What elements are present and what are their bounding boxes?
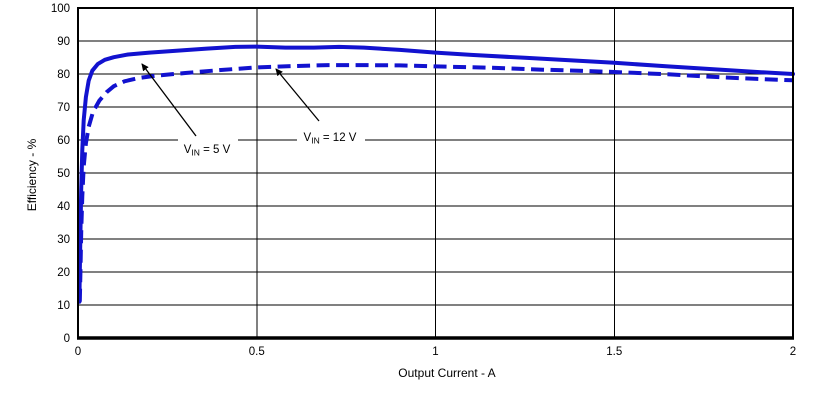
annotation-label: VIN = 5 V — [184, 144, 231, 158]
x-tick-label: 0 — [75, 346, 81, 358]
x-tick-label: 1 — [432, 346, 438, 358]
y-tick-label: 0 — [64, 333, 70, 345]
annotation-label: VIN = 12 V — [304, 132, 357, 146]
y-tick-label: 90 — [57, 36, 70, 48]
y-tick-label: 10 — [57, 300, 70, 312]
x-tick-label: 0.5 — [249, 346, 265, 358]
y-tick-label: 20 — [57, 267, 70, 279]
x-tick-label: 2 — [790, 346, 796, 358]
y-tick-label: 50 — [57, 168, 70, 180]
y-tick-label: 60 — [57, 135, 70, 147]
y-axis-title: Efficiency - % — [25, 138, 39, 211]
annotation-label-box-vin-5v — [178, 139, 238, 157]
x-axis-ticks: 0 0.5 1 1.5 2 — [75, 346, 796, 358]
x-axis-title: Output Current - A — [398, 366, 495, 380]
plot-border — [77, 7, 794, 340]
x-tick-label: 1.5 — [606, 346, 622, 358]
annotation-label-box-vin-12v — [297, 127, 365, 145]
y-tick-label: 40 — [57, 201, 70, 213]
annotation-vin-12v: VIN = 12 V — [275, 68, 357, 146]
annotation-arrow — [275, 68, 320, 122]
y-tick-label: 80 — [57, 69, 70, 81]
annotation-arrow — [141, 63, 197, 137]
y-tick-label: 70 — [57, 102, 70, 114]
annotation-vin-5v: VIN = 5 V — [141, 63, 231, 158]
y-tick-label: 30 — [57, 234, 70, 246]
curve-vin-5v — [77, 44, 795, 304]
y-axis-ticks: 0 10 20 30 40 50 60 70 80 90 100 — [51, 3, 70, 345]
curve-vin-12v — [77, 63, 794, 302]
y-tick-label: 100 — [51, 3, 70, 15]
